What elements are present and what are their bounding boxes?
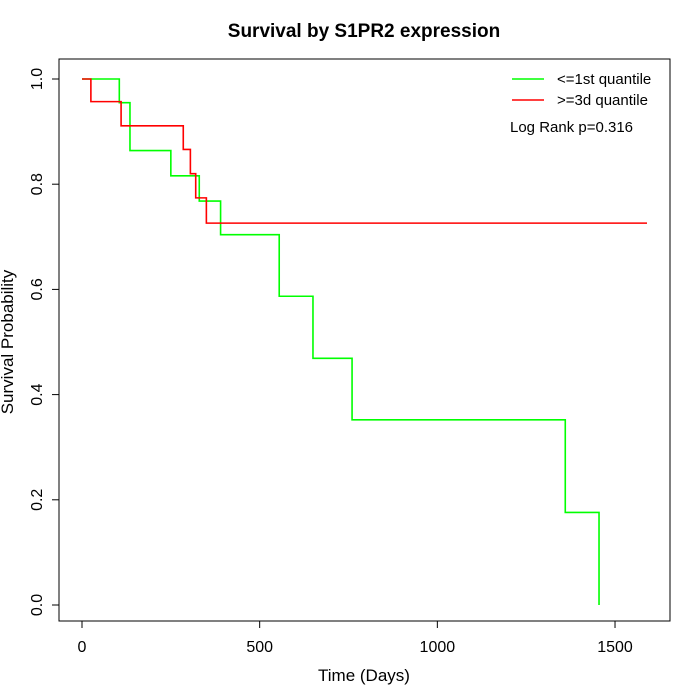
chart-title: Survival by S1PR2 expression bbox=[228, 21, 500, 42]
y-tick-label: 0.2 bbox=[29, 489, 46, 511]
x-axis: 0 500 1000 1500 bbox=[78, 620, 633, 656]
x-tick-label: 1500 bbox=[597, 639, 633, 656]
y-tick-label: 0.8 bbox=[29, 173, 46, 195]
x-tick-label: 0 bbox=[78, 639, 87, 656]
plot-frame bbox=[58, 58, 671, 622]
x-tick-label: 500 bbox=[246, 639, 273, 656]
series-line-1 bbox=[82, 78, 600, 605]
x-axis-label: Time (Days) bbox=[318, 666, 410, 685]
y-tick-label: 1.0 bbox=[29, 68, 46, 90]
y-tick-label: 0.0 bbox=[29, 594, 46, 616]
y-tick-label: 0.6 bbox=[29, 278, 46, 300]
legend-label: >=3d quantile bbox=[557, 92, 648, 109]
series-line-2 bbox=[82, 78, 647, 224]
legend-label: <=1st quantile bbox=[557, 71, 651, 88]
y-tick-label: 0.4 bbox=[29, 383, 46, 405]
y-axis-label: Survival Probability bbox=[0, 269, 17, 414]
y-axis: 0.0 0.2 0.4 0.6 0.8 1.0 bbox=[29, 68, 60, 616]
series-layer bbox=[82, 78, 647, 605]
log-rank-annotation: Log Rank p=0.316 bbox=[510, 119, 633, 136]
x-tick-label: 1000 bbox=[420, 639, 456, 656]
legend: <=1st quantile >=3d quantile bbox=[512, 71, 651, 109]
